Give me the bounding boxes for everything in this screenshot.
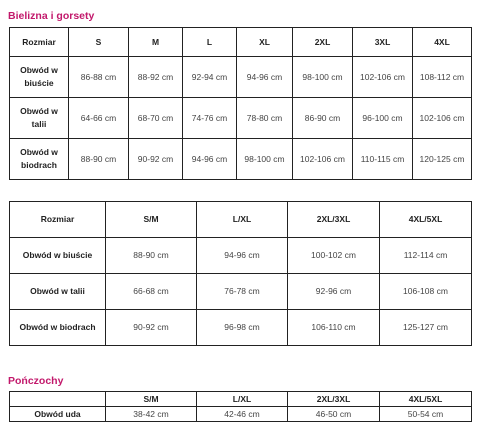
size-table-lingerie: Rozmiar S M L XL 2XL 3XL 4XL Obwód w biu… bbox=[9, 27, 472, 180]
column-header: 2XL/3XL bbox=[287, 201, 380, 238]
table-cell: 46-50 cm bbox=[287, 406, 380, 422]
table-row: Obwód w talii 66-68 cm 76-78 cm 92-96 cm… bbox=[9, 273, 472, 310]
table-row: Obwód w biodrach 90-92 cm 96-98 cm 106-1… bbox=[9, 309, 472, 346]
table-cell: 88-90 cm bbox=[68, 138, 129, 180]
column-header: Rozmiar bbox=[9, 27, 69, 57]
table-cell: 94-96 cm bbox=[182, 138, 237, 180]
table-cell: 74-76 cm bbox=[182, 97, 237, 139]
column-header: 3XL bbox=[352, 27, 413, 57]
column-header: M bbox=[128, 27, 183, 57]
row-label: Obwód w talii bbox=[9, 273, 106, 310]
column-header: S/M bbox=[105, 391, 197, 407]
table-cell: 102-106 cm bbox=[292, 138, 353, 180]
size-table-stockings: S/M L/XL 2XL/3XL 4XL/5XL Obwód uda 38-42… bbox=[9, 391, 472, 422]
column-header: Rozmiar bbox=[9, 201, 106, 238]
column-header: XL bbox=[236, 27, 293, 57]
table-row: Obwód w biodrach 88-90 cm 90-92 cm 94-96… bbox=[9, 138, 472, 180]
row-label: Obwód w biodrach bbox=[9, 138, 69, 180]
table-cell: 92-96 cm bbox=[287, 273, 380, 310]
table-row: Obwód w biuście 88-90 cm 94-96 cm 100-10… bbox=[9, 237, 472, 274]
column-header bbox=[9, 391, 106, 407]
table-cell: 88-90 cm bbox=[105, 237, 197, 274]
column-header: L/XL bbox=[196, 391, 288, 407]
column-header: L/XL bbox=[196, 201, 288, 238]
column-header: 2XL bbox=[292, 27, 353, 57]
size-table-lingerie-combined: Rozmiar S/M L/XL 2XL/3XL 4XL/5XL Obwód w… bbox=[9, 201, 472, 346]
table-cell: 78-80 cm bbox=[236, 97, 293, 139]
table-cell: 98-100 cm bbox=[236, 138, 293, 180]
table-cell: 64-66 cm bbox=[68, 97, 129, 139]
row-label: Obwód w talii bbox=[9, 97, 69, 139]
column-header: S bbox=[68, 27, 129, 57]
table-cell: 92-94 cm bbox=[182, 56, 237, 98]
table-row: Obwód uda 38-42 cm 42-46 cm 46-50 cm 50-… bbox=[9, 406, 472, 422]
table-cell: 102-106 cm bbox=[412, 97, 472, 139]
column-header: S/M bbox=[105, 201, 197, 238]
column-header: L bbox=[182, 27, 237, 57]
table-cell: 90-92 cm bbox=[105, 309, 197, 346]
table-cell: 108-112 cm bbox=[412, 56, 472, 98]
table-row: Obwód w biuście 86-88 cm 88-92 cm 92-94 … bbox=[9, 56, 472, 98]
table-cell: 86-90 cm bbox=[292, 97, 353, 139]
table-header-row: Rozmiar S M L XL 2XL 3XL 4XL bbox=[9, 27, 472, 57]
table-cell: 50-54 cm bbox=[379, 406, 472, 422]
table-cell: 66-68 cm bbox=[105, 273, 197, 310]
table-row: Obwód w talii 64-66 cm 68-70 cm 74-76 cm… bbox=[9, 97, 472, 139]
table-cell: 76-78 cm bbox=[196, 273, 288, 310]
table-cell: 38-42 cm bbox=[105, 406, 197, 422]
row-label: Obwód w biodrach bbox=[9, 309, 106, 346]
row-label: Obwód w biuście bbox=[9, 56, 69, 98]
table-cell: 102-106 cm bbox=[352, 56, 413, 98]
column-header: 4XL/5XL bbox=[379, 391, 472, 407]
row-label: Obwód w biuście bbox=[9, 237, 106, 274]
table-cell: 90-92 cm bbox=[128, 138, 183, 180]
section-heading-lingerie: Bielizna i gorsety bbox=[8, 10, 95, 22]
row-label: Obwód uda bbox=[9, 406, 106, 422]
table-cell: 94-96 cm bbox=[196, 237, 288, 274]
table-cell: 86-88 cm bbox=[68, 56, 129, 98]
column-header: 2XL/3XL bbox=[287, 391, 380, 407]
table-cell: 100-102 cm bbox=[287, 237, 380, 274]
table-cell: 125-127 cm bbox=[379, 309, 472, 346]
column-header: 4XL/5XL bbox=[379, 201, 472, 238]
table-cell: 98-100 cm bbox=[292, 56, 353, 98]
table-cell: 106-110 cm bbox=[287, 309, 380, 346]
table-cell: 110-115 cm bbox=[352, 138, 413, 180]
column-header: 4XL bbox=[412, 27, 472, 57]
table-header-row: S/M L/XL 2XL/3XL 4XL/5XL bbox=[9, 391, 472, 407]
table-cell: 120-125 cm bbox=[412, 138, 472, 180]
table-cell: 96-98 cm bbox=[196, 309, 288, 346]
table-cell: 96-100 cm bbox=[352, 97, 413, 139]
section-heading-stockings: Pończochy bbox=[8, 375, 64, 387]
table-cell: 68-70 cm bbox=[128, 97, 183, 139]
table-header-row: Rozmiar S/M L/XL 2XL/3XL 4XL/5XL bbox=[9, 201, 472, 238]
table-cell: 112-114 cm bbox=[379, 237, 472, 274]
table-cell: 42-46 cm bbox=[196, 406, 288, 422]
table-cell: 94-96 cm bbox=[236, 56, 293, 98]
table-cell: 106-108 cm bbox=[379, 273, 472, 310]
table-cell: 88-92 cm bbox=[128, 56, 183, 98]
